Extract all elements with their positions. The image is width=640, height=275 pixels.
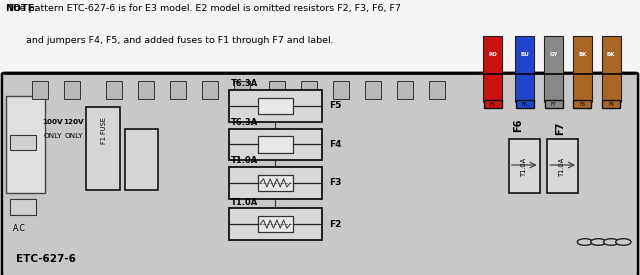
Text: T1.0A: T1.0A — [231, 198, 258, 207]
Circle shape — [604, 239, 619, 245]
Bar — [547, 139, 578, 192]
Bar — [573, 36, 592, 102]
Bar — [365, 81, 381, 99]
Bar — [64, 81, 80, 99]
Bar — [106, 81, 122, 99]
Bar — [32, 81, 48, 99]
Text: T1.0A: T1.0A — [559, 157, 565, 176]
Text: F9: F9 — [609, 102, 614, 107]
Text: F6: F6 — [513, 119, 524, 132]
Text: 100V: 100V — [42, 119, 63, 125]
Bar — [544, 36, 563, 102]
Circle shape — [591, 239, 606, 245]
Text: F6: F6 — [522, 102, 528, 107]
Text: A.C: A.C — [13, 224, 26, 233]
Text: ONLY: ONLY — [65, 133, 83, 139]
Bar — [516, 100, 534, 108]
Bar — [429, 81, 445, 99]
Bar — [257, 98, 292, 114]
Bar — [602, 100, 620, 108]
Bar — [86, 107, 120, 190]
Bar — [10, 135, 36, 150]
Text: T1.0A: T1.0A — [520, 157, 527, 176]
Text: F5: F5 — [329, 101, 342, 110]
Text: GY: GY — [549, 53, 558, 57]
Text: T6.3A: T6.3A — [231, 79, 258, 89]
Bar — [509, 139, 540, 192]
Bar — [125, 129, 158, 190]
Bar — [229, 90, 321, 122]
Bar — [257, 175, 292, 191]
Text: RD: RD — [488, 53, 497, 57]
Text: F4: F4 — [329, 140, 342, 149]
Text: BU: BU — [520, 53, 529, 57]
Bar — [545, 100, 563, 108]
Bar — [573, 100, 591, 108]
Text: F2: F2 — [329, 220, 342, 229]
Bar — [10, 199, 36, 214]
Text: and jumpers F4, F5, and added fuses to F1 through F7 and label.: and jumpers F4, F5, and added fuses to F… — [5, 36, 333, 45]
Bar — [229, 129, 321, 160]
Bar — [333, 81, 349, 99]
Text: NOTE:: NOTE: — [5, 4, 38, 13]
Text: BK: BK — [578, 53, 587, 57]
Bar — [229, 167, 321, 199]
Bar — [6, 96, 45, 192]
Bar — [483, 36, 502, 102]
Text: 120V: 120V — [63, 119, 84, 125]
Bar — [269, 81, 285, 99]
Text: ONLY: ONLY — [44, 133, 61, 139]
FancyBboxPatch shape — [2, 73, 638, 275]
Bar — [301, 81, 317, 99]
Text: F7: F7 — [555, 121, 565, 134]
Bar — [397, 81, 413, 99]
Text: The pattern ETC-627-6 is for E3 model. E2 model is omitted resistors F2, F3, F6,: The pattern ETC-627-6 is for E3 model. E… — [5, 4, 401, 13]
Text: F5: F5 — [490, 102, 496, 107]
Text: F1 FUSE: F1 FUSE — [100, 117, 107, 144]
Bar — [257, 216, 292, 232]
Text: F7: F7 — [550, 102, 557, 107]
Text: T6.3A: T6.3A — [231, 118, 258, 127]
Text: F3: F3 — [329, 178, 342, 187]
Circle shape — [616, 239, 631, 245]
Text: ETC-627-6: ETC-627-6 — [16, 254, 76, 264]
Bar — [138, 81, 154, 99]
Bar — [0, 0, 640, 74]
Text: BK: BK — [607, 53, 616, 57]
Text: T1.0A: T1.0A — [231, 156, 258, 165]
Bar — [170, 81, 186, 99]
Bar — [602, 36, 621, 102]
Bar — [234, 81, 250, 99]
Bar — [484, 100, 502, 108]
Bar — [515, 36, 534, 102]
Circle shape — [577, 239, 593, 245]
Text: F8: F8 — [579, 102, 586, 107]
Bar — [229, 208, 321, 240]
Bar — [202, 81, 218, 99]
Bar — [257, 136, 292, 153]
